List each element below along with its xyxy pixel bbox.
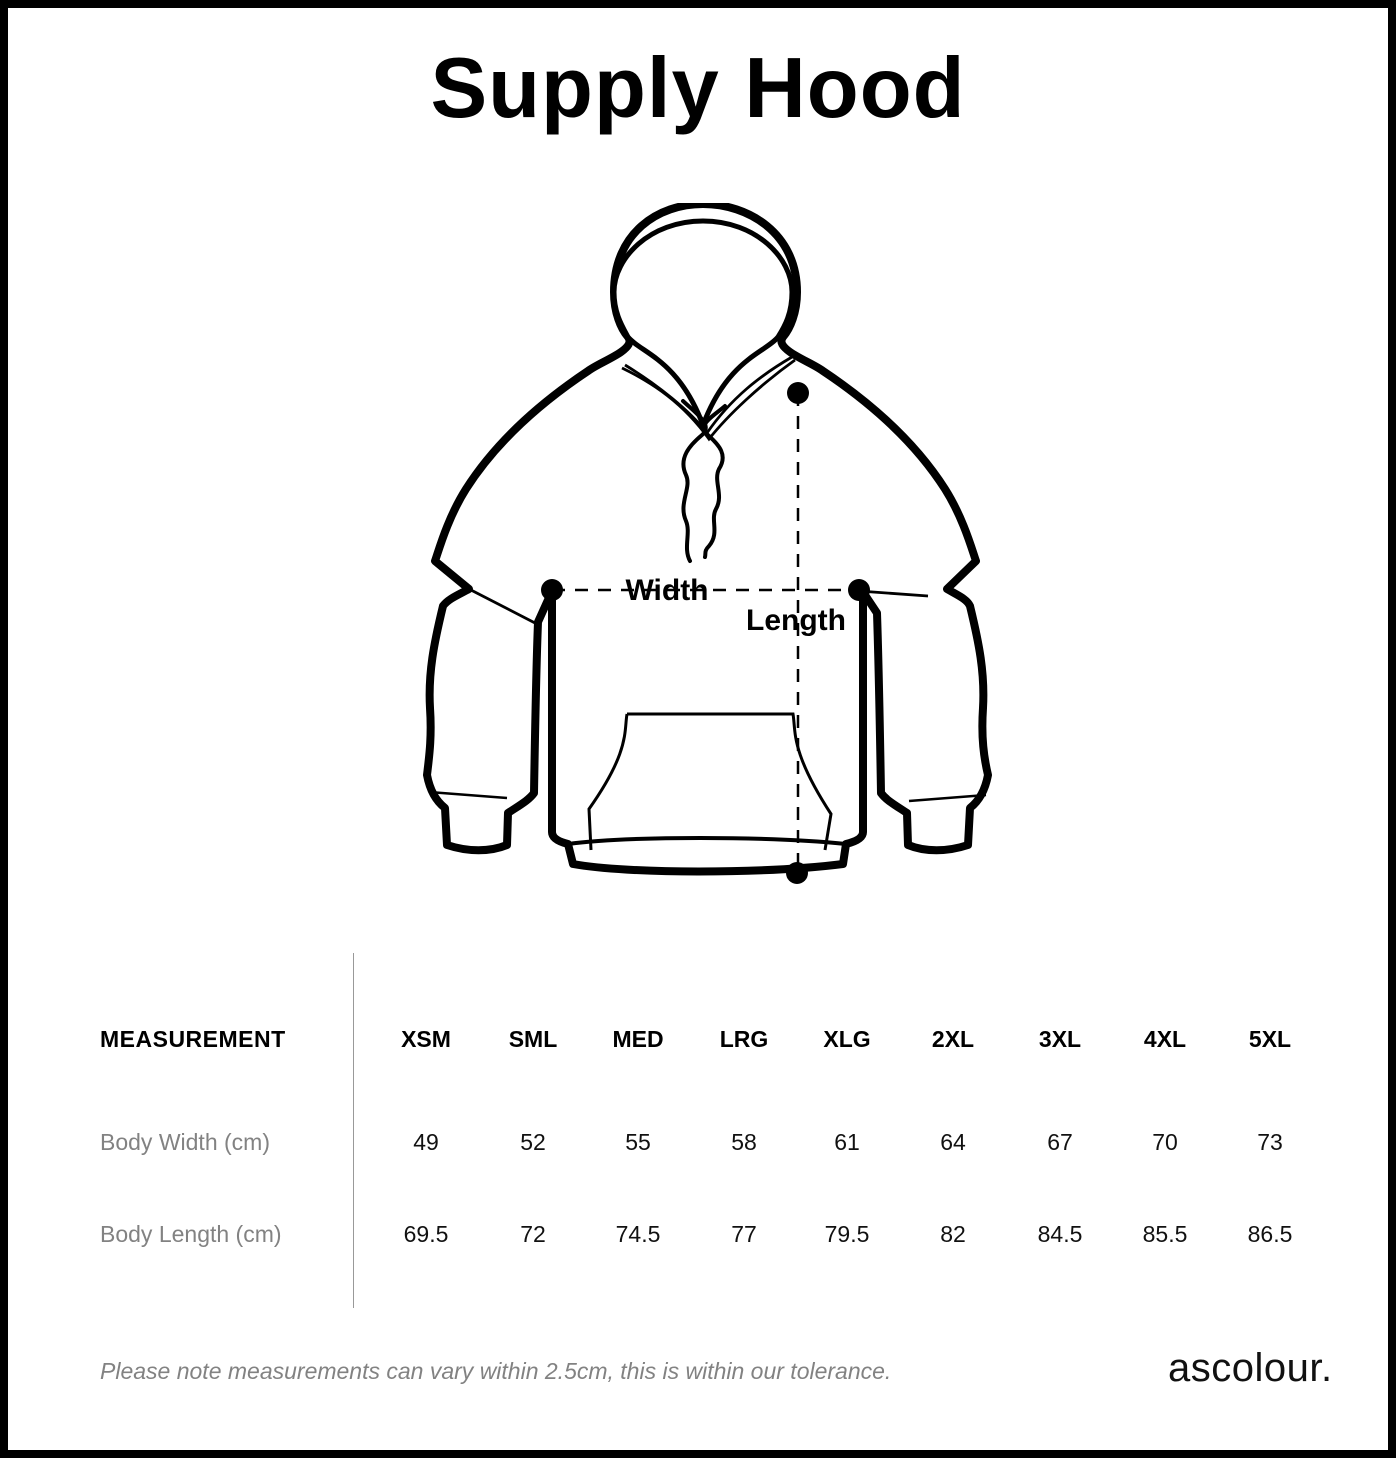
svg-text:Length: Length — [746, 604, 846, 637]
svg-text:Width: Width — [625, 574, 708, 607]
